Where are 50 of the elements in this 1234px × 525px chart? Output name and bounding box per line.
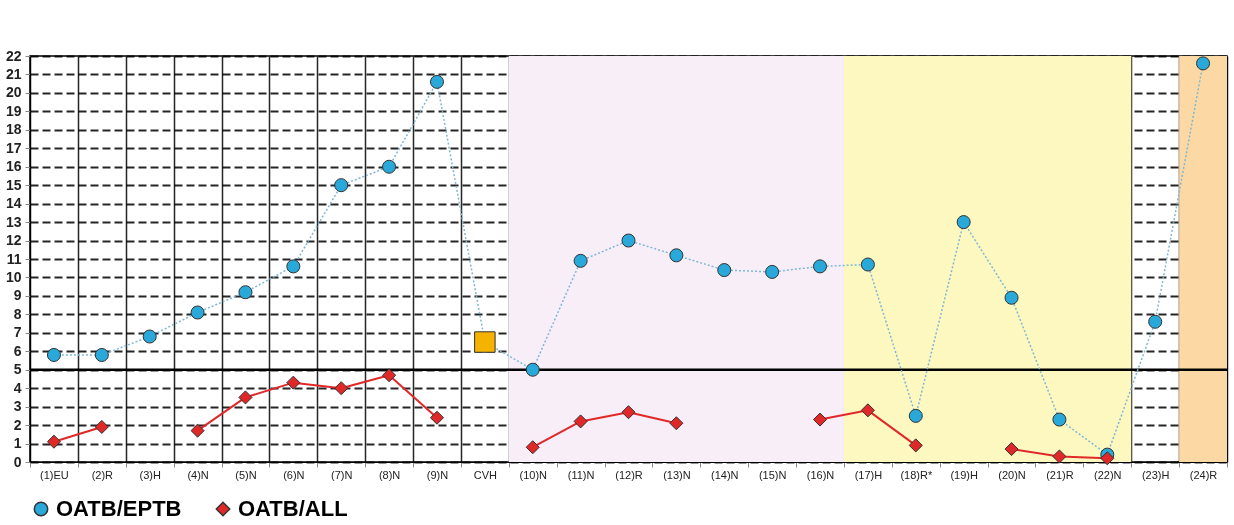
y-tick-label: 18 [5, 121, 22, 138]
x-tick-label: (18)R* [900, 468, 933, 481]
y-tick-label: 12 [5, 232, 22, 249]
y-tick-label: 6 [13, 342, 22, 359]
legend-label: OATB/ALL [238, 496, 348, 521]
x-tick-label: (2)R [91, 468, 114, 481]
y-tick-label: 10 [5, 268, 22, 285]
x-tick-label: (22)N [1094, 468, 1122, 481]
y-tick-label: 5 [13, 361, 22, 378]
x-tick-label: (1)EU [40, 468, 69, 481]
y-tick-label: 3 [13, 398, 22, 415]
y-tick-label: 19 [5, 102, 22, 119]
y-tick-label: 2 [13, 416, 22, 433]
x-tick-label: (24)R [1189, 468, 1218, 481]
y-tick-label: 13 [5, 213, 22, 230]
legend-label: OATB/EPTB [56, 496, 182, 521]
y-tick-label: 15 [5, 176, 22, 193]
y-tick-label: 20 [5, 84, 22, 101]
x-tick-label: (17)H [854, 468, 883, 481]
x-tick-label: (3)H [139, 468, 161, 481]
y-tick-label: 17 [5, 139, 22, 156]
x-tick-label: (6)N [283, 468, 305, 481]
y-tick-label: 0 [13, 453, 22, 470]
x-tick-label: (5)N [235, 468, 257, 481]
y-tick-label: 21 [5, 65, 22, 82]
y-tick-label: 4 [13, 379, 22, 396]
y-tick-label: 11 [6, 250, 22, 267]
y-tick-label: 1 [13, 435, 22, 452]
x-tick-label: (11)N [567, 468, 595, 481]
x-tick-label: (9)N [426, 468, 449, 481]
y-tick-label: 8 [13, 305, 22, 322]
x-tick-label: (19)H [950, 468, 978, 481]
x-tick-label: (20)N [998, 468, 1026, 481]
x-tick-label: (4)N [187, 468, 209, 481]
x-tick-label: (16)N [806, 468, 835, 481]
x-tick-label: (10)N [519, 468, 548, 481]
x-tick-label: (23)H [1141, 468, 1170, 481]
y-tick-label: 7 [13, 324, 22, 341]
y-tick-label: 22 [5, 47, 22, 64]
x-tick-label: (21)R [1046, 468, 1074, 481]
y-tick-label: 9 [13, 287, 22, 304]
x-tick-label: (13)N [663, 468, 691, 481]
x-tick-label: (15)N [758, 468, 787, 481]
x-tick-label: (12)R [615, 468, 643, 481]
y-tick-label: 14 [5, 195, 22, 212]
x-tick-label: (8)N [378, 468, 401, 481]
x-tick-label: CVH [473, 468, 498, 481]
y-tick-label: 16 [5, 158, 22, 175]
x-tick-label: (14)N [711, 468, 739, 481]
x-tick-label: (7)N [331, 468, 353, 481]
